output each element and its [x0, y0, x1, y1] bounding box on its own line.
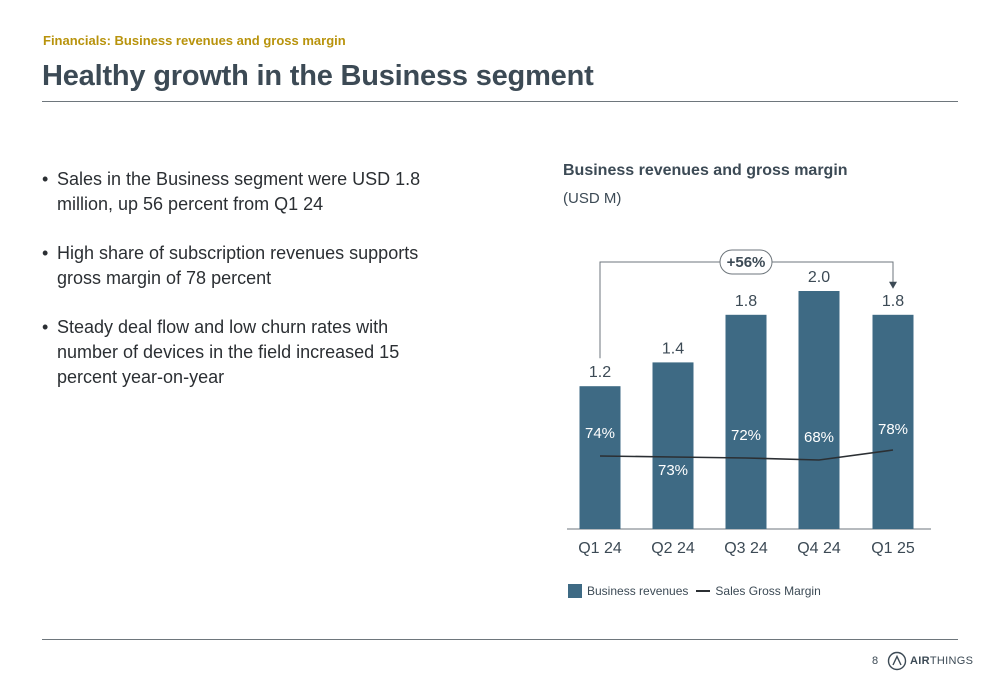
- chart-legend: Business revenues Sales Gross Margin: [568, 584, 821, 598]
- gross-margin-line: [599, 449, 894, 461]
- legend-bar-swatch: [568, 584, 582, 598]
- x-tick-label: Q4 24: [797, 540, 841, 557]
- legend-line-label: Sales Gross Margin: [715, 584, 821, 598]
- logo-text: AIRTHINGS: [910, 655, 974, 667]
- bullet-list: • Sales in the Business segment were USD …: [42, 167, 432, 414]
- airthings-logo-icon: [887, 651, 907, 671]
- bullet-text: Steady deal flow and low churn rates wit…: [57, 317, 400, 387]
- x-tick-label: Q1 25: [871, 540, 915, 557]
- margin-value-label: 73%: [658, 462, 688, 479]
- bullet-dot-icon: •: [42, 169, 49, 189]
- footer-divider: [42, 639, 958, 640]
- bullet-dot-icon: •: [42, 243, 49, 263]
- legend-line-swatch: [696, 590, 711, 592]
- x-tick-label: Q2 24: [651, 540, 695, 557]
- chart-subtitle: (USD M): [563, 190, 622, 207]
- bar-value-label: 2.0: [808, 269, 830, 286]
- margin-value-label: 72%: [731, 427, 761, 444]
- page-title: Healthy growth in the Business segment: [42, 60, 594, 92]
- bar-q2-24: [652, 362, 694, 529]
- arrow-down-icon: [889, 281, 897, 289]
- bar-value-label: 1.8: [882, 293, 904, 310]
- legend-bar-label: Business revenues: [587, 584, 689, 598]
- bar-value-label: 1.2: [589, 364, 611, 381]
- bar-q1-24: [579, 386, 621, 529]
- bullet-text: Sales in the Business segment were USD 1…: [57, 169, 421, 214]
- bullet-item: • Steady deal flow and low churn rates wi…: [42, 315, 432, 390]
- x-tick-label: Q1 24: [578, 540, 622, 557]
- bar-value-label: 1.8: [735, 293, 757, 310]
- bar-q3-24: [725, 314, 767, 529]
- margin-value-label: 74%: [585, 425, 615, 442]
- bullet-item: • Sales in the Business segment were USD …: [42, 167, 432, 217]
- bullet-dot-icon: •: [42, 317, 49, 337]
- margin-value-label: 68%: [804, 429, 834, 446]
- growth-badge: [719, 249, 773, 275]
- page-number: 8: [872, 655, 879, 667]
- bar-q4-24: [798, 291, 840, 529]
- bar-q1-25: [872, 314, 914, 529]
- x-tick-label: Q3 24: [724, 540, 768, 557]
- margin-value-label: 78%: [878, 421, 908, 438]
- growth-badge-label: +56%: [727, 254, 766, 271]
- bullet-text: High share of subscription revenues supp…: [57, 243, 419, 288]
- bullet-item: • High share of subscription revenues sup…: [42, 241, 432, 291]
- bar-value-label: 1.4: [662, 340, 684, 357]
- chart-title: Business revenues and gross margin: [563, 162, 848, 179]
- section-label: Financials: Business revenues and gross …: [43, 33, 346, 48]
- header-divider: [42, 101, 958, 102]
- company-logo: AIRTHINGS: [887, 651, 973, 671]
